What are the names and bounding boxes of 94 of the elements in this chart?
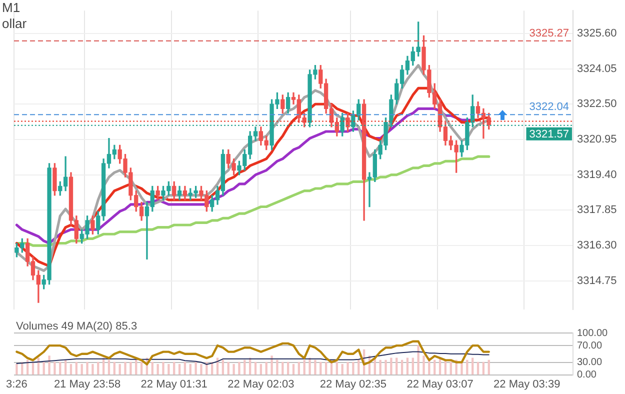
bar	[42, 362, 45, 375]
bar	[303, 360, 306, 375]
bar	[308, 358, 311, 375]
bar	[178, 364, 181, 375]
bar	[16, 364, 18, 375]
x-tick-label: 22 May 01:31	[140, 378, 208, 390]
bar	[184, 362, 186, 375]
ref-line-label: 3322.04	[529, 101, 569, 114]
bar	[222, 360, 224, 375]
y-tick-label: 70.00	[577, 340, 602, 352]
x-tick-label: 22 May 03:07	[406, 378, 474, 390]
bar	[124, 362, 126, 375]
text: Volumes 49 MA(20) 85.3	[16, 320, 138, 333]
bar	[320, 362, 322, 375]
y-tick-label: 3317.85	[577, 204, 617, 216]
bar	[417, 345, 420, 375]
bar	[434, 360, 436, 375]
ref-line-label: 3321.57	[529, 128, 569, 140]
bar	[59, 362, 62, 375]
bar	[336, 362, 338, 375]
y-tick-label: 3325.60	[577, 27, 617, 40]
bar	[384, 360, 387, 375]
bar	[341, 364, 344, 375]
bar	[254, 362, 257, 375]
bar	[358, 360, 360, 375]
bar	[346, 362, 349, 375]
bar	[422, 356, 425, 375]
bar	[314, 360, 316, 375]
bar	[162, 362, 164, 375]
bar	[298, 362, 300, 375]
bar	[270, 356, 273, 375]
bar	[450, 362, 452, 375]
x-tick-label: 22 May 02:03	[228, 378, 294, 390]
bar	[80, 364, 83, 375]
bar	[476, 362, 480, 375]
bar	[379, 360, 382, 375]
bar	[244, 360, 246, 375]
bar	[173, 362, 176, 375]
bar	[200, 364, 202, 375]
bar	[260, 364, 262, 375]
bar	[238, 362, 240, 375]
y-tick-label: 3314.75	[577, 274, 617, 287]
bar	[130, 362, 132, 375]
bar	[75, 362, 78, 375]
bar	[168, 364, 170, 375]
bar	[324, 362, 328, 375]
bar	[151, 362, 154, 375]
y-tick-label: 0.00	[577, 370, 597, 381]
bar	[108, 360, 110, 375]
y-tick-label: 3322.50	[577, 98, 617, 110]
bar	[265, 362, 268, 375]
y-tick-label: 3324.05	[577, 62, 617, 75]
bar	[86, 362, 88, 375]
y-tick-label: 30.00	[577, 357, 602, 368]
bar	[400, 360, 404, 375]
y-tick-label: 3319.40	[577, 168, 617, 181]
bar	[135, 360, 138, 375]
bar	[276, 360, 278, 375]
chart-subtitle: ollar	[2, 16, 28, 32]
bar	[352, 362, 354, 375]
bar	[390, 358, 392, 375]
ref-line-label: 3325.27	[529, 27, 569, 40]
y-tick-label: 100.00	[577, 328, 608, 339]
bar	[460, 362, 463, 375]
bar	[54, 362, 56, 375]
bar	[48, 356, 50, 375]
x-tick-label: 21 May 23:58	[54, 378, 121, 390]
bar	[156, 364, 159, 375]
chart-title: M1	[2, 0, 20, 16]
bar	[482, 362, 485, 375]
bar	[292, 364, 295, 375]
bar	[488, 360, 490, 375]
y-tick-label: 3320.95	[577, 134, 617, 146]
bar	[97, 362, 100, 375]
bar	[140, 362, 143, 375]
x-tick-label: 22 May 03:39	[494, 378, 560, 390]
y-tick-label: 3316.30	[577, 240, 617, 252]
bar	[472, 358, 474, 375]
bar	[227, 362, 230, 375]
bar	[282, 362, 284, 375]
bar	[396, 358, 398, 375]
bar	[118, 364, 121, 375]
bar	[406, 358, 409, 375]
x-tick-label: 22 May 02:35	[320, 378, 387, 390]
bar	[194, 362, 197, 375]
bar	[92, 364, 94, 375]
x-tick-label: 3:26	[6, 378, 28, 390]
bar	[412, 358, 414, 375]
bar	[70, 364, 72, 375]
bar	[189, 364, 192, 375]
bar	[466, 360, 468, 375]
bar	[232, 364, 235, 375]
bar	[113, 362, 116, 375]
bar	[286, 362, 290, 375]
